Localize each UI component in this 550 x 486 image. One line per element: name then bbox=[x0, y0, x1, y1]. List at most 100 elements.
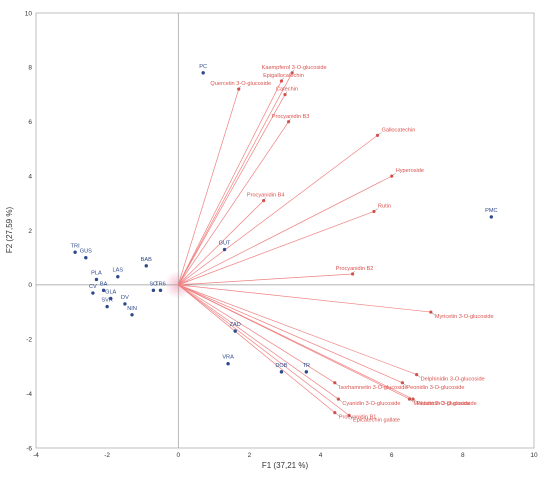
variable-label: Rutin bbox=[378, 203, 391, 209]
variable-leader-line bbox=[334, 382, 339, 386]
variable-label: Malvidin 3-O-glucoside bbox=[414, 401, 471, 407]
variable-leader-line bbox=[402, 382, 407, 386]
variable-vector bbox=[178, 284, 417, 375]
x-tick-label: 2 bbox=[248, 452, 252, 459]
observation-label: VRA bbox=[222, 355, 234, 361]
observation-point bbox=[489, 215, 494, 219]
variable-label: Procyanidin B2 bbox=[336, 266, 374, 272]
variable-leader-line bbox=[281, 77, 284, 82]
observation-label: GUS bbox=[80, 249, 92, 255]
observation-label: CV bbox=[89, 284, 97, 290]
observation-label: TRI bbox=[71, 243, 80, 249]
observation-point bbox=[158, 288, 163, 293]
variable-vector bbox=[178, 273, 353, 286]
observation-point bbox=[222, 247, 227, 252]
observation-label: GUT bbox=[219, 241, 231, 247]
variable-label: Catechin bbox=[276, 87, 298, 93]
variable-label: Epigallocatechin bbox=[263, 73, 304, 79]
y-axis-title: F2 (27,59 %) bbox=[5, 207, 14, 254]
variable-leader-line bbox=[348, 415, 354, 419]
observation-point bbox=[279, 370, 284, 374]
x-tick-label: 10 bbox=[530, 452, 538, 459]
variable-vector bbox=[178, 200, 264, 286]
observation-label: DOB bbox=[275, 363, 287, 369]
observation-label: PMC bbox=[485, 208, 497, 214]
variable-label: Cyanidin 3-O-glucoside bbox=[342, 401, 400, 407]
variable-leader-line bbox=[377, 132, 382, 136]
observation-point bbox=[94, 277, 99, 282]
observation-point bbox=[116, 275, 120, 279]
observation-label: BAB bbox=[141, 257, 152, 263]
variable-leader-line bbox=[238, 86, 241, 90]
y-tick-label: 0 bbox=[28, 282, 32, 289]
observation-label: NIN bbox=[127, 306, 137, 312]
observation-point bbox=[73, 250, 77, 254]
variable-vector bbox=[178, 284, 410, 400]
observation-point bbox=[109, 296, 113, 301]
variable-leader-line bbox=[409, 398, 414, 403]
variable-leader-line bbox=[373, 208, 379, 212]
variable-label: Gallocatechin bbox=[381, 127, 415, 133]
observation-label: TR bbox=[303, 363, 310, 369]
observation-point bbox=[101, 288, 106, 293]
variable-leader-line bbox=[338, 398, 343, 403]
variable-leader-line bbox=[284, 91, 288, 95]
variable-vector bbox=[178, 135, 378, 286]
observation-label: PC bbox=[199, 64, 207, 70]
y-tick-label: 6 bbox=[28, 119, 32, 126]
variable-vector bbox=[178, 284, 403, 384]
y-tick-label: -2 bbox=[26, 337, 32, 344]
observation-label: GLA bbox=[105, 289, 116, 295]
observation-point bbox=[130, 313, 134, 317]
variable-label: Delphinidin 3-O-glucoside bbox=[421, 377, 485, 383]
observation-point bbox=[91, 291, 95, 295]
variable-label: Myricetin 3-O-glucoside bbox=[435, 314, 494, 320]
variable-label: Procyanidin B4 bbox=[247, 193, 285, 199]
variable-leader-line bbox=[291, 69, 295, 73]
variable-label: Hyperoside bbox=[396, 168, 424, 174]
x-tick-label: 4 bbox=[319, 452, 323, 459]
variable-leader-line bbox=[416, 374, 421, 378]
x-tick-label: 0 bbox=[176, 452, 180, 459]
variable-vector bbox=[178, 284, 336, 413]
variable-label: Kaempferol 3-O-glucoside bbox=[262, 65, 327, 71]
variable-label: Procyanidin B3 bbox=[272, 114, 310, 120]
observation-point bbox=[233, 329, 237, 333]
variable-label: Isorhamnetin 3-O-glucoside bbox=[339, 385, 408, 391]
variable-leader-line bbox=[430, 311, 435, 316]
variable-leader-line bbox=[334, 412, 339, 416]
variable-vector bbox=[177, 121, 289, 286]
observation-point bbox=[226, 362, 230, 366]
variable-vector bbox=[178, 284, 350, 416]
y-tick-label: 4 bbox=[28, 173, 32, 180]
x-tick-label: 6 bbox=[390, 452, 394, 459]
variable-label: Epicatechin gallate bbox=[353, 417, 400, 423]
y-tick-label: -4 bbox=[26, 391, 32, 398]
y-tick-label: 10 bbox=[25, 10, 33, 17]
variable-label: Quercetin 3-O-glucoside bbox=[210, 81, 271, 87]
variable-vector bbox=[177, 80, 282, 286]
observation-label: TR6 bbox=[155, 281, 166, 287]
variable-leader-line bbox=[288, 118, 291, 122]
observation-point bbox=[151, 288, 156, 293]
x-tick-label: -2 bbox=[104, 452, 110, 459]
variable-label: Procyanidin B1 bbox=[339, 415, 377, 421]
y-tick-label: 8 bbox=[28, 65, 32, 72]
observation-point bbox=[105, 304, 109, 309]
observation-label: LAS bbox=[113, 268, 124, 274]
variable-vector bbox=[178, 284, 431, 313]
observation-point bbox=[144, 264, 148, 268]
y-tick-label: -6 bbox=[26, 445, 32, 452]
observation-label: ZAD bbox=[230, 322, 241, 328]
variable-leader-line bbox=[263, 197, 266, 201]
observation-point bbox=[304, 370, 309, 374]
observation-point bbox=[201, 71, 205, 75]
observation-label: SVR bbox=[101, 298, 113, 304]
variable-leader-line bbox=[352, 270, 355, 275]
variable-leader-line bbox=[412, 398, 418, 403]
variable-vector bbox=[177, 72, 293, 286]
variable-vector bbox=[178, 175, 392, 286]
variable-vector bbox=[177, 94, 286, 286]
variable-label: Petunidin 3-O-glucoside bbox=[417, 401, 477, 407]
